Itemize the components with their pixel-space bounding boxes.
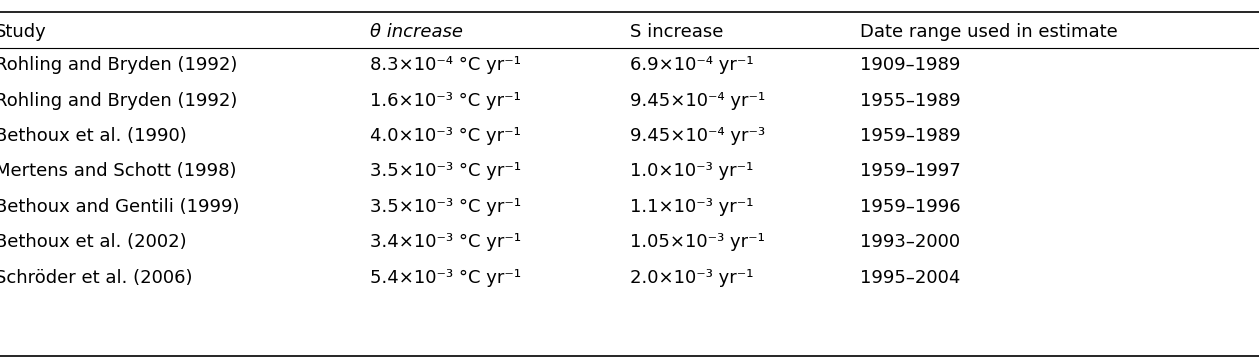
Text: 1.1×10⁻³ yr⁻¹: 1.1×10⁻³ yr⁻¹	[630, 198, 753, 216]
Text: 1909–1989: 1909–1989	[860, 56, 961, 74]
Text: 1.6×10⁻³ °C yr⁻¹: 1.6×10⁻³ °C yr⁻¹	[370, 91, 521, 109]
Text: Mertens and Schott (1998): Mertens and Schott (1998)	[0, 162, 237, 180]
Text: Bethoux and Gentili (1999): Bethoux and Gentili (1999)	[0, 198, 239, 216]
Text: Bethoux et al. (1990): Bethoux et al. (1990)	[0, 127, 186, 145]
Text: Study: Study	[0, 23, 47, 41]
Text: 1959–1996: 1959–1996	[860, 198, 961, 216]
Text: Rohling and Bryden (1992): Rohling and Bryden (1992)	[0, 91, 238, 109]
Text: 5.4×10⁻³ °C yr⁻¹: 5.4×10⁻³ °C yr⁻¹	[370, 269, 521, 287]
Text: 9.45×10⁻⁴ yr⁻¹: 9.45×10⁻⁴ yr⁻¹	[630, 91, 765, 109]
Text: 3.5×10⁻³ °C yr⁻¹: 3.5×10⁻³ °C yr⁻¹	[370, 162, 521, 180]
Text: 6.9×10⁻⁴ yr⁻¹: 6.9×10⁻⁴ yr⁻¹	[630, 56, 754, 74]
Text: S increase: S increase	[630, 23, 724, 41]
Text: 1.05×10⁻³ yr⁻¹: 1.05×10⁻³ yr⁻¹	[630, 234, 765, 252]
Text: θ increase: θ increase	[370, 23, 463, 41]
Text: Date range used in estimate: Date range used in estimate	[860, 23, 1118, 41]
Text: Bethoux et al. (2002): Bethoux et al. (2002)	[0, 234, 186, 252]
Text: 8.3×10⁻⁴ °C yr⁻¹: 8.3×10⁻⁴ °C yr⁻¹	[370, 56, 521, 74]
Text: 3.4×10⁻³ °C yr⁻¹: 3.4×10⁻³ °C yr⁻¹	[370, 234, 521, 252]
Text: 1959–1997: 1959–1997	[860, 162, 961, 180]
Text: 3.5×10⁻³ °C yr⁻¹: 3.5×10⁻³ °C yr⁻¹	[370, 198, 521, 216]
Text: 4.0×10⁻³ °C yr⁻¹: 4.0×10⁻³ °C yr⁻¹	[370, 127, 521, 145]
Text: 2.0×10⁻³ yr⁻¹: 2.0×10⁻³ yr⁻¹	[630, 269, 753, 287]
Text: 1993–2000: 1993–2000	[860, 234, 961, 252]
Text: Rohling and Bryden (1992): Rohling and Bryden (1992)	[0, 56, 238, 74]
Text: Schröder et al. (2006): Schröder et al. (2006)	[0, 269, 193, 287]
Text: 1955–1989: 1955–1989	[860, 91, 961, 109]
Text: 1.0×10⁻³ yr⁻¹: 1.0×10⁻³ yr⁻¹	[630, 162, 753, 180]
Text: 1959–1989: 1959–1989	[860, 127, 961, 145]
Text: 9.45×10⁻⁴ yr⁻³: 9.45×10⁻⁴ yr⁻³	[630, 127, 765, 145]
Text: 1995–2004: 1995–2004	[860, 269, 961, 287]
